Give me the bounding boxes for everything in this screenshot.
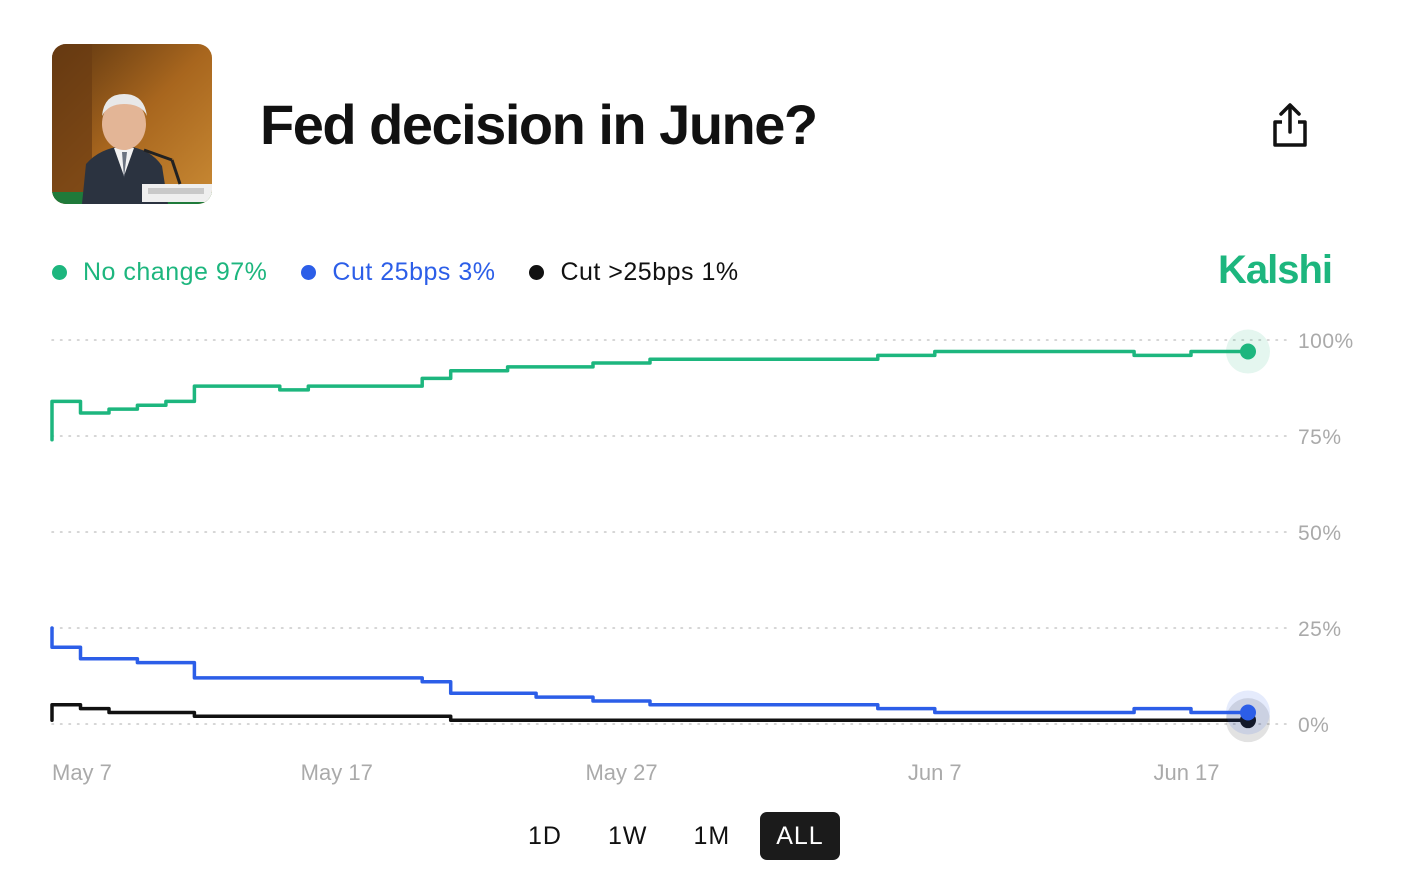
y-tick-label: 100% <box>1298 330 1354 353</box>
time-range-selector: 1D 1W 1M ALL <box>512 812 854 860</box>
speaker-illustration <box>52 44 212 204</box>
y-tick-label: 75% <box>1298 426 1342 449</box>
legend-dot-icon <box>529 264 545 280</box>
range-button-all[interactable]: ALL <box>760 812 840 860</box>
x-tick-label: May 7 <box>52 760 112 785</box>
chart-legend: No change 97% Cut 25bps 3% Cut >25bps 1% <box>52 256 739 288</box>
legend-dot-icon <box>52 264 67 280</box>
legend-label: Cut >25bps 1% <box>560 257 739 286</box>
range-button-1d[interactable]: 1D <box>512 812 578 860</box>
series-line <box>50 703 1250 722</box>
y-tick-label: 0% <box>1298 714 1329 737</box>
series-end-point <box>1240 343 1256 360</box>
series-end-point <box>1240 704 1256 721</box>
legend-item-cut-25bps: Cut 25bps 3% <box>301 258 495 287</box>
share-button[interactable] <box>1266 100 1314 152</box>
series-line <box>50 626 1250 715</box>
legend-label: No change 97% <box>83 257 268 286</box>
x-tick-label: May 27 <box>585 760 657 785</box>
y-tick-label: 25% <box>1298 618 1342 641</box>
x-tick-label: May 17 <box>301 760 373 785</box>
range-button-1w[interactable]: 1W <box>592 812 664 860</box>
y-tick-label: 50% <box>1298 522 1342 545</box>
market-title: Fed decision in June? <box>260 93 818 156</box>
legend-item-no-change: No change 97% <box>52 258 267 287</box>
x-tick-label: Jun 17 <box>1153 760 1219 785</box>
probability-chart: 0% 25% 50% 75% 100% May 7 May 17 May 27 Jun 7 Jun… <box>50 329 1354 785</box>
x-tick-label: Jun 7 <box>908 760 962 785</box>
series-line <box>50 349 1250 442</box>
legend-item-cut-gt-25bps: Cut >25bps 1% <box>529 258 738 287</box>
brand-logo: Kalshi <box>1218 248 1333 292</box>
legend-dot-icon <box>301 264 317 280</box>
market-thumbnail <box>52 44 212 204</box>
range-button-1m[interactable]: 1M <box>677 812 746 860</box>
share-icon <box>1273 103 1307 147</box>
legend-label: Cut 25bps 3% <box>332 257 496 286</box>
